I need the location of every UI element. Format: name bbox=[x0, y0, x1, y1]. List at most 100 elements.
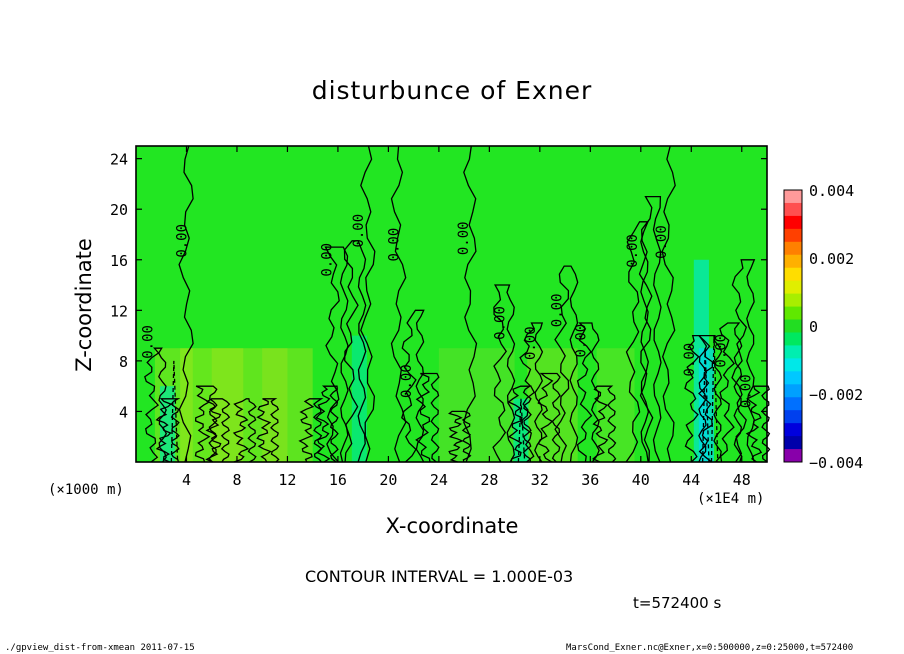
contour-label-4: 0.00 bbox=[386, 228, 402, 262]
colorbar-swatch-18 bbox=[784, 423, 802, 437]
contour-line-11 bbox=[360, 145, 376, 463]
contour-line-28 bbox=[697, 334, 723, 463]
x-tick-label-4: 20 bbox=[379, 471, 397, 489]
contour-label-15: 0.00 bbox=[739, 374, 755, 408]
contour-label-11: 0.00 bbox=[625, 234, 641, 268]
colorbar-label-2: 0 bbox=[809, 318, 818, 336]
contour-line-15 bbox=[448, 410, 472, 463]
contour-label-5: 0.00 bbox=[399, 364, 415, 398]
contour-label-0: 0.00 bbox=[140, 325, 156, 359]
negative-contour-1 bbox=[517, 398, 526, 463]
colorbar-swatch-20 bbox=[784, 449, 802, 463]
contour-line-24 bbox=[625, 221, 650, 463]
contour-label-14: 0.00 bbox=[713, 334, 729, 368]
colorbar-swatch-15 bbox=[784, 384, 802, 398]
contour-line-21 bbox=[554, 265, 579, 463]
y-tick-label-1: 8 bbox=[119, 353, 128, 371]
colorbar-swatch-14 bbox=[784, 371, 802, 385]
contour-line-9 bbox=[324, 246, 349, 463]
x-tick-label-11: 48 bbox=[733, 471, 751, 489]
colorbar-swatch-10 bbox=[784, 319, 802, 333]
contour-line-23 bbox=[592, 385, 617, 463]
chart-title: disturbunce of Exner bbox=[311, 76, 593, 105]
colorbar-swatch-0 bbox=[784, 190, 802, 204]
contour-lines bbox=[144, 145, 771, 463]
y-tick-label-2: 12 bbox=[110, 302, 128, 320]
colorbar: 0.004 0.002 0 −0.002 −0.004 bbox=[783, 182, 863, 472]
colorbar-swatch-4 bbox=[784, 241, 802, 256]
contour-line-8 bbox=[315, 385, 339, 463]
y-tick-label-4: 20 bbox=[110, 201, 128, 219]
contour-line-7 bbox=[298, 398, 324, 463]
x-unit-label-right: (×1E4 m) bbox=[697, 491, 765, 507]
contour-label-6: 0.00 bbox=[456, 221, 472, 255]
x-tick-label-9: 40 bbox=[632, 471, 650, 489]
contour-label-2: 0.00 bbox=[320, 243, 336, 277]
contour-line-10 bbox=[343, 240, 367, 463]
y-axis-label: Z-coordinate bbox=[72, 238, 96, 372]
colorbar-swatch-9 bbox=[784, 306, 802, 321]
contour-interval: CONTOUR INTERVAL = 1.000E-03 bbox=[305, 567, 574, 586]
contour-line-14 bbox=[415, 372, 440, 463]
contour-line-31 bbox=[745, 385, 771, 463]
x-tick-label-8: 36 bbox=[581, 471, 599, 489]
contour-line-12 bbox=[390, 145, 407, 463]
contour-line-5 bbox=[232, 398, 257, 463]
contour-line-13 bbox=[401, 309, 425, 463]
colorbar-swatch-19 bbox=[784, 436, 802, 450]
contour-line-2 bbox=[178, 145, 194, 463]
contour-line-4 bbox=[205, 398, 231, 463]
contour-label-7: 0.00 bbox=[493, 306, 509, 340]
y-tick-label-0: 4 bbox=[119, 403, 128, 421]
y-tick-label-3: 16 bbox=[110, 252, 128, 270]
contour-line-29 bbox=[719, 322, 743, 463]
x-tick-label-6: 28 bbox=[480, 471, 498, 489]
contour-label-1: 0.00 bbox=[174, 224, 190, 258]
colorbar-swatch-11 bbox=[784, 332, 802, 346]
contour-label-9: 0.00 bbox=[549, 293, 565, 327]
contour-label-8: 0.00 bbox=[523, 326, 539, 360]
contour-line-0 bbox=[144, 347, 168, 463]
x-tick-label-0: 4 bbox=[182, 471, 191, 489]
x-tick-label-10: 44 bbox=[682, 471, 700, 489]
field-patch-5 bbox=[527, 348, 578, 462]
field-patch-4 bbox=[438, 348, 515, 462]
time-label: t=572400 s bbox=[633, 594, 722, 612]
contour-label-13: 0.00 bbox=[682, 343, 698, 377]
x-unit-label: (×1000 m) bbox=[48, 482, 124, 498]
colorbar-label-1: 0.002 bbox=[809, 250, 854, 268]
contour-line-27 bbox=[684, 334, 708, 463]
contour-line-22 bbox=[576, 322, 600, 463]
negative-contour-0 bbox=[170, 360, 179, 463]
footer-left: ./gpview_dist-from-xmean 2011-07-15 bbox=[5, 643, 195, 653]
plot-frame bbox=[135, 145, 768, 463]
x-tick-label-1: 8 bbox=[232, 471, 241, 489]
x-tick-label-7: 32 bbox=[531, 471, 549, 489]
x-tick-label-3: 16 bbox=[329, 471, 347, 489]
x-tick-label-5: 24 bbox=[430, 471, 448, 489]
colorbar-swatch-5 bbox=[784, 254, 802, 269]
colorbar-swatch-17 bbox=[784, 410, 802, 424]
contour-line-26 bbox=[661, 145, 676, 463]
contour-line-6 bbox=[256, 398, 280, 463]
colorbar-swatch-13 bbox=[784, 358, 802, 372]
x-axis-label: X-coordinate bbox=[0, 514, 904, 538]
x-tick-label-2: 12 bbox=[278, 471, 296, 489]
contour-line-25 bbox=[638, 195, 662, 463]
contour-label-3: 0.00 bbox=[351, 214, 367, 248]
contour-line-20 bbox=[537, 372, 561, 463]
y-tick-label-5: 24 bbox=[110, 151, 128, 169]
contour-line-18 bbox=[507, 385, 532, 463]
colorbar-label-4: −0.004 bbox=[809, 454, 863, 472]
colorbar-swatch-2 bbox=[784, 215, 802, 230]
colorbar-frame bbox=[783, 189, 803, 463]
contour-labels: 0.00 0.00 0.00 0.00 0.00 0.00 0.00 0.00 0.00 0.00… bbox=[140, 214, 754, 408]
colorbar-swatch-8 bbox=[784, 293, 802, 308]
negative-contour-3 bbox=[710, 335, 719, 463]
contour-line-19 bbox=[519, 322, 544, 463]
contour-label-10: 0.00 bbox=[573, 324, 589, 358]
contour-label-12: 0.00 bbox=[654, 225, 670, 259]
colorbar-swatch-6 bbox=[784, 267, 802, 282]
colorbar-swatch-3 bbox=[784, 228, 802, 243]
